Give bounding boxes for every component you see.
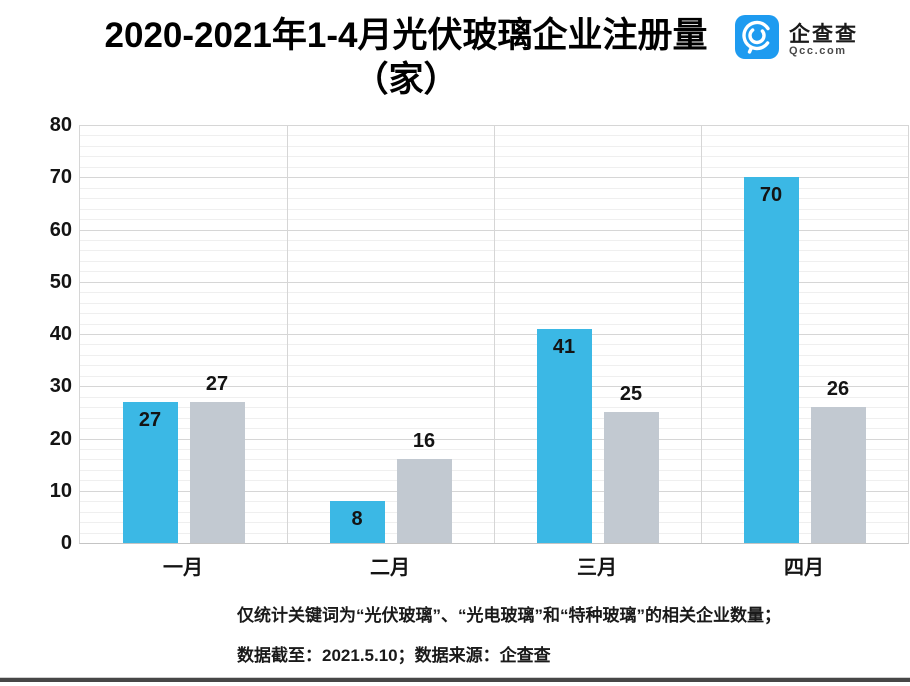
bar-series-gray xyxy=(397,459,452,543)
x-axis: 一月 二月 三月 四月 xyxy=(79,551,907,581)
gridline-vertical xyxy=(701,125,702,543)
bar-series-gray xyxy=(811,407,866,543)
footnote: 仅统计关键词为“光伏玻璃”、“光电玻璃”和“特种玻璃”的相关企业数量； 数据截至… xyxy=(237,596,897,676)
bar-value-label: 16 xyxy=(412,430,436,452)
y-axis-tick-label: 10 xyxy=(49,480,72,502)
y-axis: 0 10 20 30 40 50 60 70 80 xyxy=(0,114,72,554)
footnote-line2: 数据截至：2021.5.10；数据来源：企查查 xyxy=(237,646,551,665)
qcc-spiral-icon xyxy=(742,20,772,54)
y-axis-tick-label: 50 xyxy=(49,271,72,293)
x-axis-label: 一月 xyxy=(163,557,203,579)
y-axis-tick-label: 40 xyxy=(49,323,72,345)
y-axis-tick-label: 0 xyxy=(60,532,72,554)
bottom-divider xyxy=(0,677,910,682)
bar-value-label: 41 xyxy=(552,336,576,358)
x-axis-label: 二月 xyxy=(370,557,410,579)
y-axis-tick-label: 30 xyxy=(49,375,72,397)
gridline-minor xyxy=(80,145,908,147)
qcc-logo-icon xyxy=(735,15,779,59)
qcc-logo-name: 企查查 xyxy=(789,23,858,46)
chart-title-line1: 2020-2021年1-4月光伏玻璃企业注册量 xyxy=(104,16,708,55)
bar-series-gray xyxy=(604,412,659,543)
y-axis-tick-label: 70 xyxy=(49,166,72,188)
bar-series-blue xyxy=(744,177,799,543)
chart-title-line2: （家） xyxy=(353,60,459,99)
plot-area: 27 27 8 16 41 25 70 26 xyxy=(79,125,909,544)
bar-series-blue xyxy=(330,501,385,543)
x-axis-label: 三月 xyxy=(577,557,617,579)
bar-value-label: 26 xyxy=(826,378,850,400)
bar-series-blue xyxy=(123,402,178,543)
gridline-major xyxy=(80,125,908,126)
bar-value-label: 8 xyxy=(351,508,363,530)
gridline-minor xyxy=(80,166,908,168)
qcc-logo-domain: Qcc.com xyxy=(789,45,847,57)
y-axis-tick-label: 60 xyxy=(49,219,72,241)
bar-series-blue xyxy=(537,329,592,543)
bar-series-gray xyxy=(190,402,245,543)
gridline-minor xyxy=(80,135,908,137)
gridline-vertical xyxy=(494,125,495,543)
bar-value-label: 25 xyxy=(619,383,643,405)
bar-value-label: 27 xyxy=(205,373,229,395)
chart-title: 2020-2021年1-4月光伏玻璃企业注册量 （家） xyxy=(0,14,812,102)
qcc-logo: 企查查 Qcc.com xyxy=(735,15,885,63)
footnote-line1: 仅统计关键词为“光伏玻璃”、“光电玻璃”和“特种玻璃”的相关企业数量； xyxy=(237,606,781,625)
y-axis-tick-label: 80 xyxy=(49,114,72,136)
bar-value-label: 70 xyxy=(759,184,783,206)
bar-value-label: 27 xyxy=(138,409,162,431)
gridline-minor xyxy=(80,156,908,158)
y-axis-tick-label: 20 xyxy=(49,428,72,450)
gridline-vertical xyxy=(287,125,288,543)
x-axis-label: 四月 xyxy=(784,557,824,579)
